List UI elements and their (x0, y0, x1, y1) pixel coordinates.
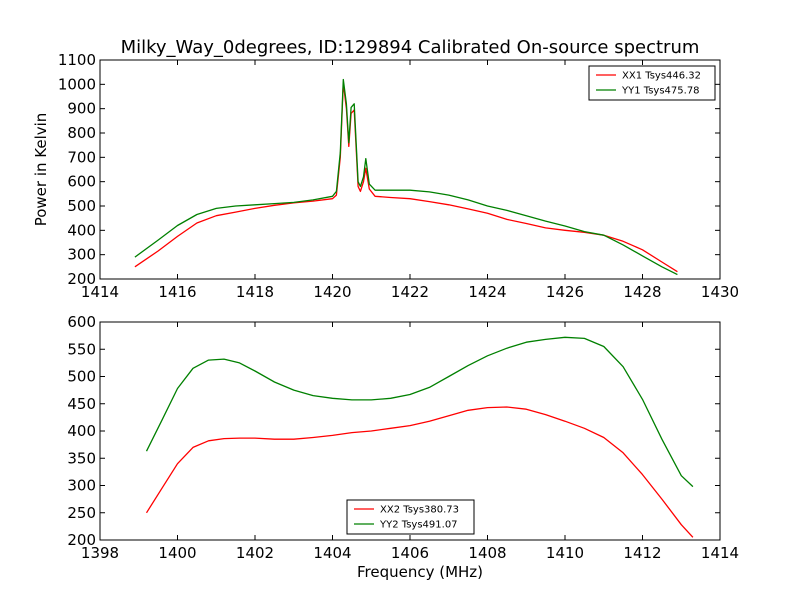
y-tick-label: 1100 (58, 51, 96, 69)
x-tick-label: 1422 (391, 283, 429, 301)
series-xx-line (145, 406, 694, 538)
legend-box (588, 65, 716, 101)
y-tick-label: 500 (67, 197, 96, 215)
y-tick-label: 200 (67, 531, 96, 549)
legend-entry: YY2 Tsys491.07 (379, 520, 458, 531)
series-xx-line (134, 82, 678, 273)
x-tick-label: 1430 (701, 283, 739, 301)
y-tick-label: 600 (67, 173, 96, 191)
x-tick-label: 1414 (81, 283, 119, 301)
series-yy-line (145, 336, 694, 488)
y-tick-label: 500 (67, 368, 96, 386)
y-tick-label: 300 (67, 477, 96, 495)
x-tick-label: 1428 (623, 283, 661, 301)
y-tick-label: 600 (67, 313, 96, 331)
x-tick-label: 1402 (236, 544, 274, 562)
y-tick-label: 800 (67, 124, 96, 142)
y-tick-label: 350 (67, 449, 96, 467)
legend-entry: XX2 Tsys380.73 (380, 505, 459, 516)
x-tick-label: 1418 (236, 283, 274, 301)
y-tick-label: 550 (67, 340, 96, 358)
bottom-chart: 1398 1400 1402 1404 1406 1408 1410 1412 1414 200 2… (67, 313, 739, 581)
y-tick-label: 250 (67, 504, 96, 522)
x-tick-label: 1414 (701, 544, 739, 562)
x-tick-label: 1404 (313, 544, 351, 562)
x-tick-label: 1426 (546, 283, 584, 301)
y-tick-label: 300 (67, 246, 96, 264)
x-tick-label: 1406 (391, 544, 429, 562)
series-yy-line (134, 78, 678, 276)
top-chart: 1414 1416 1418 1420 1422 1424 1426 1428 1430 200 3… (32, 51, 739, 301)
legend-entry: XX1 Tsys446.32 (622, 71, 701, 82)
x-tick-label: 1412 (623, 544, 661, 562)
y-tick-label: 1000 (58, 75, 96, 93)
figure-title: Milky_Way_0degrees, ID:129894 Calibrated… (121, 37, 700, 58)
x-tick-label: 1400 (158, 544, 196, 562)
legend: XX1 Tsys446.32 YY1 Tsys475.78 (588, 65, 716, 101)
x-tick-label: 1416 (158, 283, 196, 301)
y-tick-label: 200 (67, 270, 96, 288)
y-axis-label: Power in Kelvin (32, 113, 50, 227)
y-tick-label: 900 (67, 100, 96, 118)
x-tick-label: 1410 (546, 544, 584, 562)
x-tick-label: 1420 (313, 283, 351, 301)
legend: XX2 Tsys380.73 YY2 Tsys491.07 (346, 499, 475, 535)
x-tick-label: 1408 (468, 544, 506, 562)
y-tick-label: 700 (67, 148, 96, 166)
x-axis-label: Frequency (MHz) (357, 563, 483, 581)
x-tick-label: 1398 (81, 544, 119, 562)
x-tick-label: 1424 (468, 283, 506, 301)
legend-box (346, 499, 475, 535)
y-tick-label: 400 (67, 422, 96, 440)
y-tick-label: 400 (67, 221, 96, 239)
y-tick-label: 450 (67, 395, 96, 413)
legend-entry: YY1 Tsys475.78 (621, 86, 700, 97)
